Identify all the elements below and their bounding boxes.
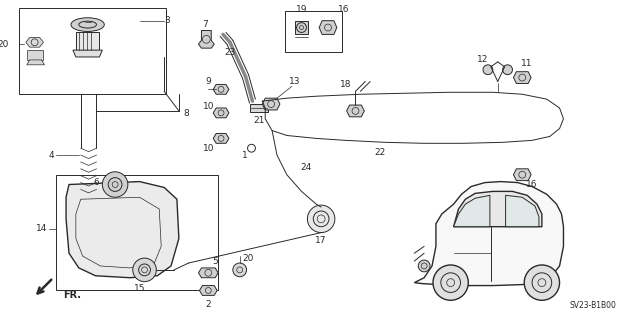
Ellipse shape bbox=[71, 18, 104, 32]
Text: 22: 22 bbox=[374, 148, 386, 157]
Circle shape bbox=[502, 65, 513, 75]
Polygon shape bbox=[319, 21, 337, 34]
Polygon shape bbox=[294, 21, 308, 34]
Polygon shape bbox=[66, 182, 179, 278]
Text: 18: 18 bbox=[340, 80, 351, 89]
Circle shape bbox=[307, 205, 335, 233]
Text: 6: 6 bbox=[93, 178, 99, 187]
Circle shape bbox=[132, 258, 156, 282]
Circle shape bbox=[433, 265, 468, 300]
Text: 19: 19 bbox=[296, 5, 307, 14]
Bar bbox=[19, 8, 166, 94]
Circle shape bbox=[102, 172, 128, 197]
Polygon shape bbox=[213, 133, 229, 143]
Text: 17: 17 bbox=[316, 236, 327, 245]
Text: 11: 11 bbox=[522, 59, 533, 68]
Text: 20: 20 bbox=[0, 40, 9, 49]
Text: 1: 1 bbox=[242, 151, 248, 160]
Circle shape bbox=[84, 194, 93, 204]
Text: 7: 7 bbox=[202, 20, 208, 29]
Circle shape bbox=[524, 265, 559, 300]
Text: 4: 4 bbox=[49, 151, 54, 160]
Text: 3: 3 bbox=[164, 16, 170, 25]
Bar bbox=[76, 33, 99, 50]
Polygon shape bbox=[513, 72, 531, 84]
Polygon shape bbox=[213, 85, 229, 94]
Circle shape bbox=[483, 65, 493, 75]
Text: SV23-B1B00: SV23-B1B00 bbox=[570, 301, 616, 310]
Text: 24: 24 bbox=[301, 163, 312, 172]
Polygon shape bbox=[73, 50, 102, 57]
Circle shape bbox=[233, 263, 246, 277]
Polygon shape bbox=[27, 50, 44, 60]
Text: 9: 9 bbox=[205, 77, 211, 86]
Text: 15: 15 bbox=[134, 284, 145, 293]
Text: 10: 10 bbox=[202, 144, 214, 153]
Bar bbox=[56, 175, 218, 291]
Text: 16: 16 bbox=[338, 5, 349, 14]
Text: 20: 20 bbox=[242, 254, 253, 263]
Polygon shape bbox=[506, 195, 539, 227]
Polygon shape bbox=[26, 37, 44, 47]
Text: 2: 2 bbox=[205, 300, 211, 309]
Polygon shape bbox=[27, 60, 44, 65]
Polygon shape bbox=[200, 286, 217, 295]
Text: 21: 21 bbox=[253, 116, 265, 125]
Text: 16: 16 bbox=[526, 180, 538, 189]
Bar bbox=[250, 104, 268, 112]
Text: 8: 8 bbox=[184, 109, 189, 118]
Text: 23: 23 bbox=[224, 48, 236, 56]
Text: 10: 10 bbox=[202, 101, 214, 110]
Polygon shape bbox=[454, 191, 542, 227]
Polygon shape bbox=[262, 98, 280, 110]
Polygon shape bbox=[213, 108, 229, 118]
Bar bbox=[285, 11, 342, 52]
Polygon shape bbox=[414, 182, 563, 286]
Circle shape bbox=[419, 260, 430, 272]
Text: 13: 13 bbox=[289, 77, 300, 86]
Text: 5: 5 bbox=[212, 256, 218, 265]
Text: 14: 14 bbox=[36, 224, 47, 233]
Text: FR.: FR. bbox=[63, 290, 81, 300]
Polygon shape bbox=[454, 195, 490, 227]
Polygon shape bbox=[198, 31, 214, 48]
Text: 12: 12 bbox=[477, 56, 489, 64]
Polygon shape bbox=[513, 169, 531, 181]
Polygon shape bbox=[198, 268, 218, 278]
Polygon shape bbox=[347, 105, 364, 117]
